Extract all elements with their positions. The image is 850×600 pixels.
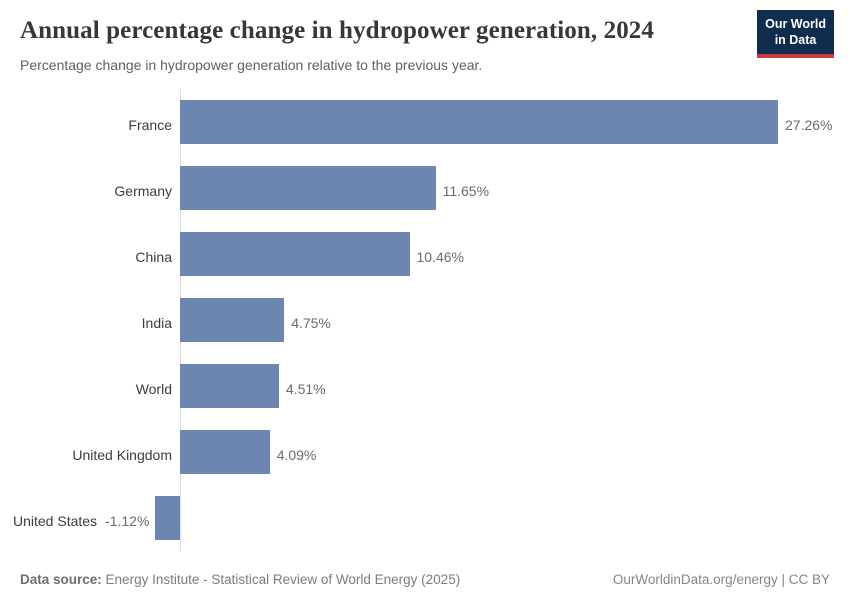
chart-subtitle: Percentage change in hydropower generati… (20, 56, 483, 73)
bar-row-china: China 10.46% (20, 224, 830, 290)
category-label-india: India (141, 314, 172, 331)
category-label-germany: Germany (114, 182, 172, 199)
value-label-china: 10.46% (416, 248, 464, 265)
data-source-note: Data source: Energy Institute - Statisti… (20, 572, 460, 587)
value-label-france: 27.26% (785, 116, 833, 133)
owid-logo-line1: Our World (765, 17, 826, 31)
category-label-united-states: United States (13, 512, 98, 529)
value-label-india: 4.75% (291, 314, 331, 331)
owid-logo: Our World in Data (757, 10, 834, 58)
row-left-labels: United States -1.12% (13, 488, 150, 554)
row-left-labels: Germany (20, 158, 172, 224)
data-source-label: Data source: (20, 572, 102, 587)
value-label-world: 4.51% (285, 380, 326, 397)
bar-india[interactable] (180, 297, 285, 342)
row-left-labels: China (20, 224, 172, 290)
chart-title: Annual percentage change in hydropower g… (20, 17, 654, 44)
value-label-wrap: 4.51% (286, 356, 326, 422)
credit-link[interactable]: OurWorldinData.org/energy | CC BY (612, 572, 830, 587)
category-label-china: China (135, 248, 172, 265)
data-source-text: Energy Institute - Statistical Review of… (105, 572, 461, 587)
bar-row-united-states: United States -1.12% (13, 488, 830, 554)
value-label-wrap: 27.26% (785, 92, 832, 158)
value-label-wrap: 11.65% (443, 158, 489, 224)
value-label-united-kingdom: 4.09% (276, 446, 317, 463)
bar-germany[interactable] (180, 165, 436, 210)
row-left-labels: World (20, 356, 172, 422)
bar-france[interactable] (180, 99, 778, 144)
value-label-united-states: -1.12% (105, 512, 150, 529)
category-label-united-kingdom: United Kingdom (72, 446, 172, 463)
bar-row-india: India 4.75% (20, 290, 830, 356)
category-label-world: World (135, 380, 172, 397)
plot-area: France 27.26% Germany 11.65% China 10.46% Indi… (13, 88, 832, 554)
bar-china[interactable] (180, 231, 410, 276)
row-left-labels: United Kingdom (20, 422, 172, 488)
chart-header: Annual percentage change in hydropower g… (0, 0, 850, 74)
bar-world[interactable] (180, 363, 279, 408)
value-label-wrap: 4.09% (277, 422, 317, 488)
category-label-france: France (128, 116, 172, 133)
value-label-wrap: 10.46% (417, 224, 464, 290)
chart-footer: Data source: Energy Institute - Statisti… (20, 572, 830, 587)
bar-row-united-kingdom: United Kingdom 4.09% (20, 422, 830, 488)
bar-united-states[interactable] (155, 495, 180, 540)
bar-united-kingdom[interactable] (180, 429, 270, 474)
value-label-wrap: 4.75% (291, 290, 331, 356)
owid-logo-line2: in Data (774, 33, 817, 48)
bar-row-france: France 27.26% (20, 92, 832, 158)
bar-row-world: World 4.51% (20, 356, 830, 422)
bar-row-germany: Germany 11.65% (20, 158, 830, 224)
row-left-labels: India (20, 290, 172, 356)
value-label-germany: 11.65% (442, 182, 490, 199)
row-left-labels: France (20, 92, 172, 158)
